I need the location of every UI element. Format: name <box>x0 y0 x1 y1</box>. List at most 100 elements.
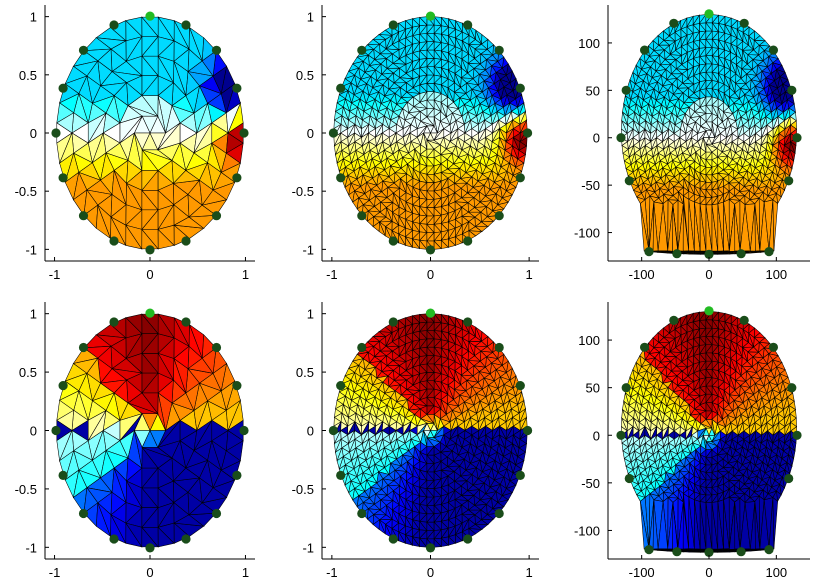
y-tick-label: 50 <box>586 83 600 98</box>
electrode-marker <box>768 45 779 55</box>
mesh-element <box>750 251 757 253</box>
mesh-element <box>157 122 181 150</box>
electrode-marker <box>784 176 794 186</box>
electrode-marker-first <box>145 11 155 21</box>
y-tick-label: 0.5 <box>19 68 37 83</box>
panel-row1-col1: -1 0 110.50-0.5-1 <box>15 5 255 282</box>
electrode-marker <box>211 342 222 353</box>
electrode-marker <box>388 20 398 30</box>
y-tick-label: -0.5 <box>15 482 37 497</box>
electrode-marker <box>78 342 89 353</box>
electrode-marker <box>239 128 249 138</box>
electrode-marker <box>232 381 242 391</box>
x-tick-label: 0 <box>146 565 153 580</box>
mesh-element <box>471 128 480 138</box>
electrode-marker <box>109 317 119 327</box>
y-tick-label: 0 <box>30 126 37 141</box>
y-tick-label: 0 <box>593 131 600 146</box>
electrode-marker <box>388 534 398 544</box>
electrode-marker <box>388 236 398 246</box>
electrode-marker <box>515 381 525 391</box>
mesh-element <box>755 132 762 143</box>
electrode-marker <box>624 176 634 186</box>
mesh-element <box>485 128 494 138</box>
electrode-marker <box>336 83 346 93</box>
electrodes <box>51 11 249 255</box>
electrode-marker <box>672 249 682 259</box>
x-tick-label: -100 <box>629 267 655 282</box>
electrode-marker <box>78 508 89 519</box>
y-tick-label: 0.5 <box>296 365 314 380</box>
electrode-marker <box>463 534 473 544</box>
electrode-marker <box>425 245 436 255</box>
mesh <box>333 15 528 251</box>
panel-row2-col2: -1 0 110.50-0.5-1 <box>292 302 539 580</box>
panel-row1-col2: -1 0 110.50-0.5-1 <box>292 5 539 282</box>
x-tick-label: 1 <box>242 267 249 282</box>
electrode-marker <box>109 534 119 544</box>
y-tick-label: -0.5 <box>292 482 314 497</box>
electrode-marker <box>494 342 504 353</box>
electrode-marker <box>357 45 367 55</box>
y-tick-label: 0.5 <box>19 365 37 380</box>
electrode-marker <box>211 211 222 221</box>
electrode-marker <box>181 534 191 544</box>
x-tick-label: 0 <box>705 267 712 282</box>
mesh-element <box>193 122 213 154</box>
electrode-marker <box>78 211 89 221</box>
electrode-marker <box>58 173 68 183</box>
electrode-marker <box>145 245 155 255</box>
electrode-marker <box>669 18 679 28</box>
y-tick-label: 1 <box>307 10 314 25</box>
electrode-marker <box>336 470 346 480</box>
x-tick-label: 0 <box>427 267 434 282</box>
mesh <box>621 13 798 255</box>
mesh-element <box>772 199 778 252</box>
y-tick-label: -1 <box>25 242 37 257</box>
electrode-marker-first <box>425 11 436 21</box>
electrode-marker-first <box>704 9 714 19</box>
mesh-element <box>433 128 445 141</box>
electrode-marker <box>58 83 68 93</box>
y-tick-label: -0.5 <box>15 184 37 199</box>
x-tick-label: 1 <box>526 267 533 282</box>
x-tick-label: -1 <box>326 267 338 282</box>
mesh-element <box>211 122 229 144</box>
electrode-marker <box>494 211 504 221</box>
electrode-marker <box>739 18 749 28</box>
electrode-marker <box>328 425 338 436</box>
electrode-marker <box>357 211 367 221</box>
electrode-marker <box>51 128 61 138</box>
mesh-element <box>725 133 733 146</box>
y-tick-label: 1 <box>307 307 314 322</box>
y-tick-label: 0.5 <box>296 68 314 83</box>
y-tick-label: -50 <box>581 178 600 193</box>
y-tick-label: -1 <box>25 540 37 555</box>
mesh-element <box>720 132 728 143</box>
electrode-marker <box>239 425 249 436</box>
x-tick-label: -1 <box>49 565 61 580</box>
mesh <box>56 16 244 250</box>
mesh-element <box>478 128 486 142</box>
electrode-marker <box>463 20 473 30</box>
electrode-marker <box>463 317 473 327</box>
y-tick-label: 100 <box>578 36 600 51</box>
mesh-element <box>731 132 739 143</box>
electrode-marker <box>764 247 774 257</box>
electrode-marker <box>644 247 654 257</box>
electrode-marker <box>58 381 68 391</box>
electrode-marker <box>357 508 367 519</box>
electrode-marker-first <box>145 308 155 318</box>
x-tick-label: 0 <box>427 565 434 580</box>
mesh-element <box>662 252 668 254</box>
electrode-marker <box>232 470 242 480</box>
electrode-marker <box>336 173 346 183</box>
electrode-marker <box>515 83 525 93</box>
electrode-marker <box>616 133 626 143</box>
electrode-marker <box>425 543 436 553</box>
electrode-marker <box>621 85 631 95</box>
panel-row2-col1: -1 0 110.50-0.5-1 <box>15 302 255 580</box>
electrode-marker <box>181 236 191 246</box>
electrode-marker <box>181 20 191 30</box>
